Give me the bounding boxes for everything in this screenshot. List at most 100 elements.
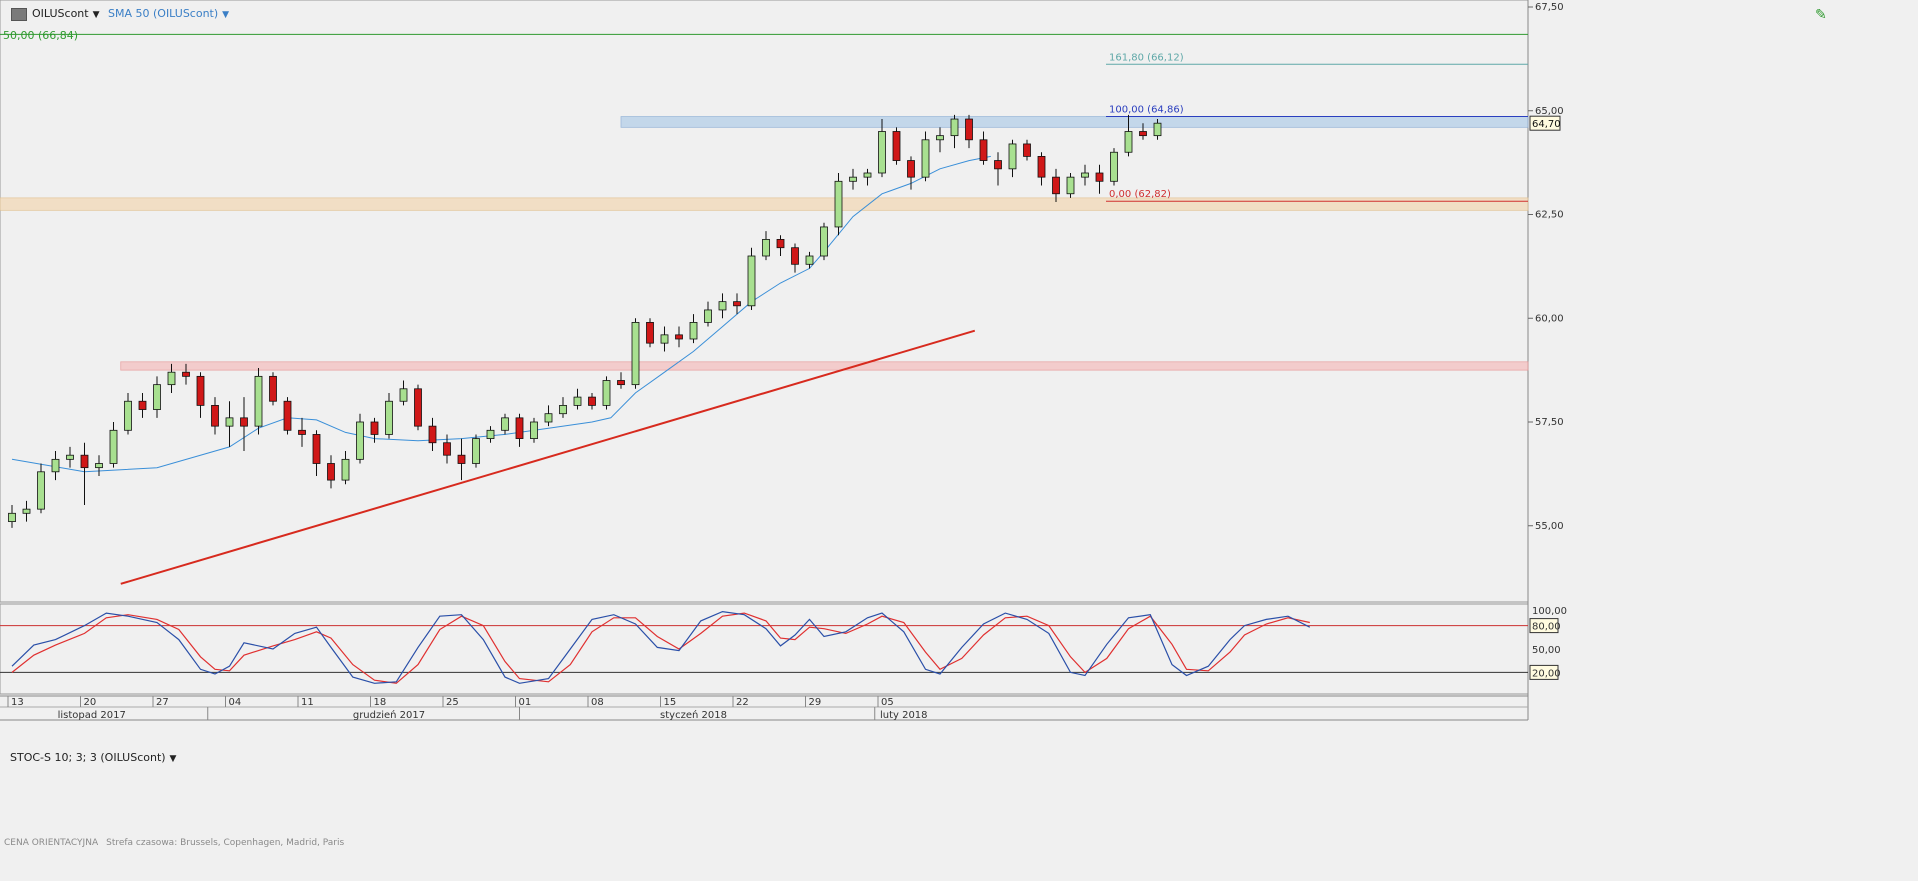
candle — [1153, 122, 1162, 137]
candle — [269, 375, 277, 402]
candle — [936, 135, 944, 141]
candle — [747, 255, 756, 307]
candle — [312, 434, 321, 464]
stochastic-label: STOC-S 10; 3; 3 (OILUScont) — [10, 751, 166, 764]
candle — [631, 321, 640, 386]
candle — [863, 172, 872, 178]
chevron-down-icon: ▼ — [222, 10, 230, 20]
candle — [225, 417, 234, 427]
candle — [1052, 176, 1060, 195]
candle — [472, 438, 480, 464]
candle — [457, 454, 466, 464]
candle — [414, 388, 422, 427]
candle — [356, 421, 364, 460]
x-tick-label: 22 — [736, 697, 749, 708]
stoch-d-line — [11, 612, 1310, 684]
candle — [80, 454, 89, 469]
indicator-label: SMA 50 (OILUScont) — [108, 7, 219, 20]
candle — [51, 458, 60, 473]
x-tick-label: 11 — [301, 697, 314, 708]
fib-top-label: 50,00 (66,84) — [3, 29, 79, 42]
candle — [370, 421, 379, 435]
candle — [428, 425, 437, 444]
chevron-down-icon: ▼ — [169, 754, 177, 764]
indicator-selector[interactable]: SMA 50 (OILUScont) ▼ — [108, 7, 229, 20]
candle — [182, 371, 190, 377]
month-label: styczeń 2018 — [660, 709, 727, 721]
candle — [892, 131, 901, 161]
sma-line — [11, 155, 991, 473]
price-tick-label: 67,50 — [1535, 2, 1564, 13]
current-price-label: 64,70 — [1532, 119, 1561, 130]
candle — [791, 247, 799, 265]
zone-1 — [0, 197, 1529, 211]
candle — [37, 471, 45, 510]
price-tick-label: 57,50 — [1535, 417, 1564, 428]
candle — [834, 180, 843, 228]
candle — [733, 301, 741, 307]
stoch-tick-label: 100,00 — [1532, 606, 1567, 617]
candle — [501, 417, 509, 431]
candle — [66, 454, 74, 460]
candle — [849, 176, 857, 182]
candle — [646, 321, 654, 344]
candle — [515, 417, 524, 440]
candle — [1081, 172, 1089, 178]
candle — [240, 417, 248, 427]
candle — [1095, 172, 1104, 182]
symbol-label: OILUScont — [32, 7, 89, 20]
candle — [994, 160, 1002, 170]
stoch-tick-label: 20,00 — [1532, 668, 1561, 679]
footer-timezone: Strefa czasowa: Brussels, Copenhagen, Ma… — [106, 838, 345, 848]
candle — [196, 375, 205, 406]
fib-label-0: 161,80 (66,12) — [1109, 52, 1184, 63]
candle — [1139, 131, 1147, 137]
stoch-level-box — [1529, 618, 1559, 634]
candle — [138, 400, 147, 410]
candle — [1066, 176, 1075, 195]
candle — [559, 404, 567, 415]
candle — [530, 421, 538, 440]
x-tick-label: 18 — [374, 697, 387, 708]
x-tick-label: 20 — [84, 697, 97, 708]
candle — [298, 429, 306, 435]
stoch-k-line — [11, 610, 1311, 684]
pencil-icon[interactable]: ✎ — [1815, 7, 1827, 23]
price-tick-label: 55,00 — [1535, 521, 1564, 532]
candle — [22, 508, 31, 514]
x-tick-label: 04 — [229, 697, 242, 708]
candle — [283, 400, 292, 431]
candle — [602, 380, 611, 406]
candle — [153, 384, 161, 410]
zone-2 — [120, 361, 1529, 371]
candle — [878, 131, 886, 174]
candle — [486, 429, 495, 439]
stochastic-selector[interactable]: STOC-S 10; 3; 3 (OILUScont) ▼ — [10, 751, 176, 764]
candle — [588, 396, 596, 406]
stoch-tick-label: 80,00 — [1532, 622, 1561, 633]
candles — [8, 114, 1162, 528]
candle — [675, 334, 683, 340]
symbol-selector[interactable]: OILUScont ▼ — [32, 7, 100, 20]
candle — [820, 226, 828, 257]
candle — [1008, 143, 1017, 170]
price-tick-label: 65,00 — [1535, 106, 1564, 117]
month-label: luty 2018 — [880, 710, 928, 721]
candle — [805, 255, 814, 265]
price-tick-label: 60,00 — [1535, 313, 1564, 324]
candle — [443, 442, 451, 456]
footer-info: CENA ORIENTACYJNA Strefa czasowa: Brussel… — [4, 838, 352, 848]
x-tick-label: 01 — [519, 697, 532, 708]
x-tick-label: 08 — [591, 697, 604, 708]
candle — [921, 139, 930, 178]
candle — [341, 458, 350, 481]
candle — [327, 463, 335, 481]
stochastic-pane — [0, 603, 1529, 695]
footer-label: CENA ORIENTACYJNA — [4, 838, 99, 848]
candle — [660, 334, 669, 344]
x-tick-label: 25 — [446, 697, 459, 708]
fib-label-1: 100,00 (64,86) — [1109, 105, 1184, 116]
candle — [544, 413, 553, 423]
candle — [979, 139, 988, 161]
